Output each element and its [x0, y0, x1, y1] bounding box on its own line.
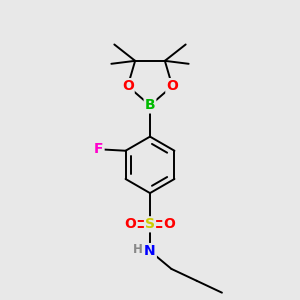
Text: O: O: [167, 79, 178, 93]
Text: F: F: [94, 142, 104, 156]
Text: O: O: [164, 217, 175, 231]
Text: O: O: [125, 217, 136, 231]
Text: B: B: [145, 98, 155, 112]
Text: O: O: [122, 79, 134, 93]
Text: H: H: [133, 243, 143, 256]
Text: S: S: [145, 217, 155, 231]
Text: N: N: [144, 244, 156, 258]
